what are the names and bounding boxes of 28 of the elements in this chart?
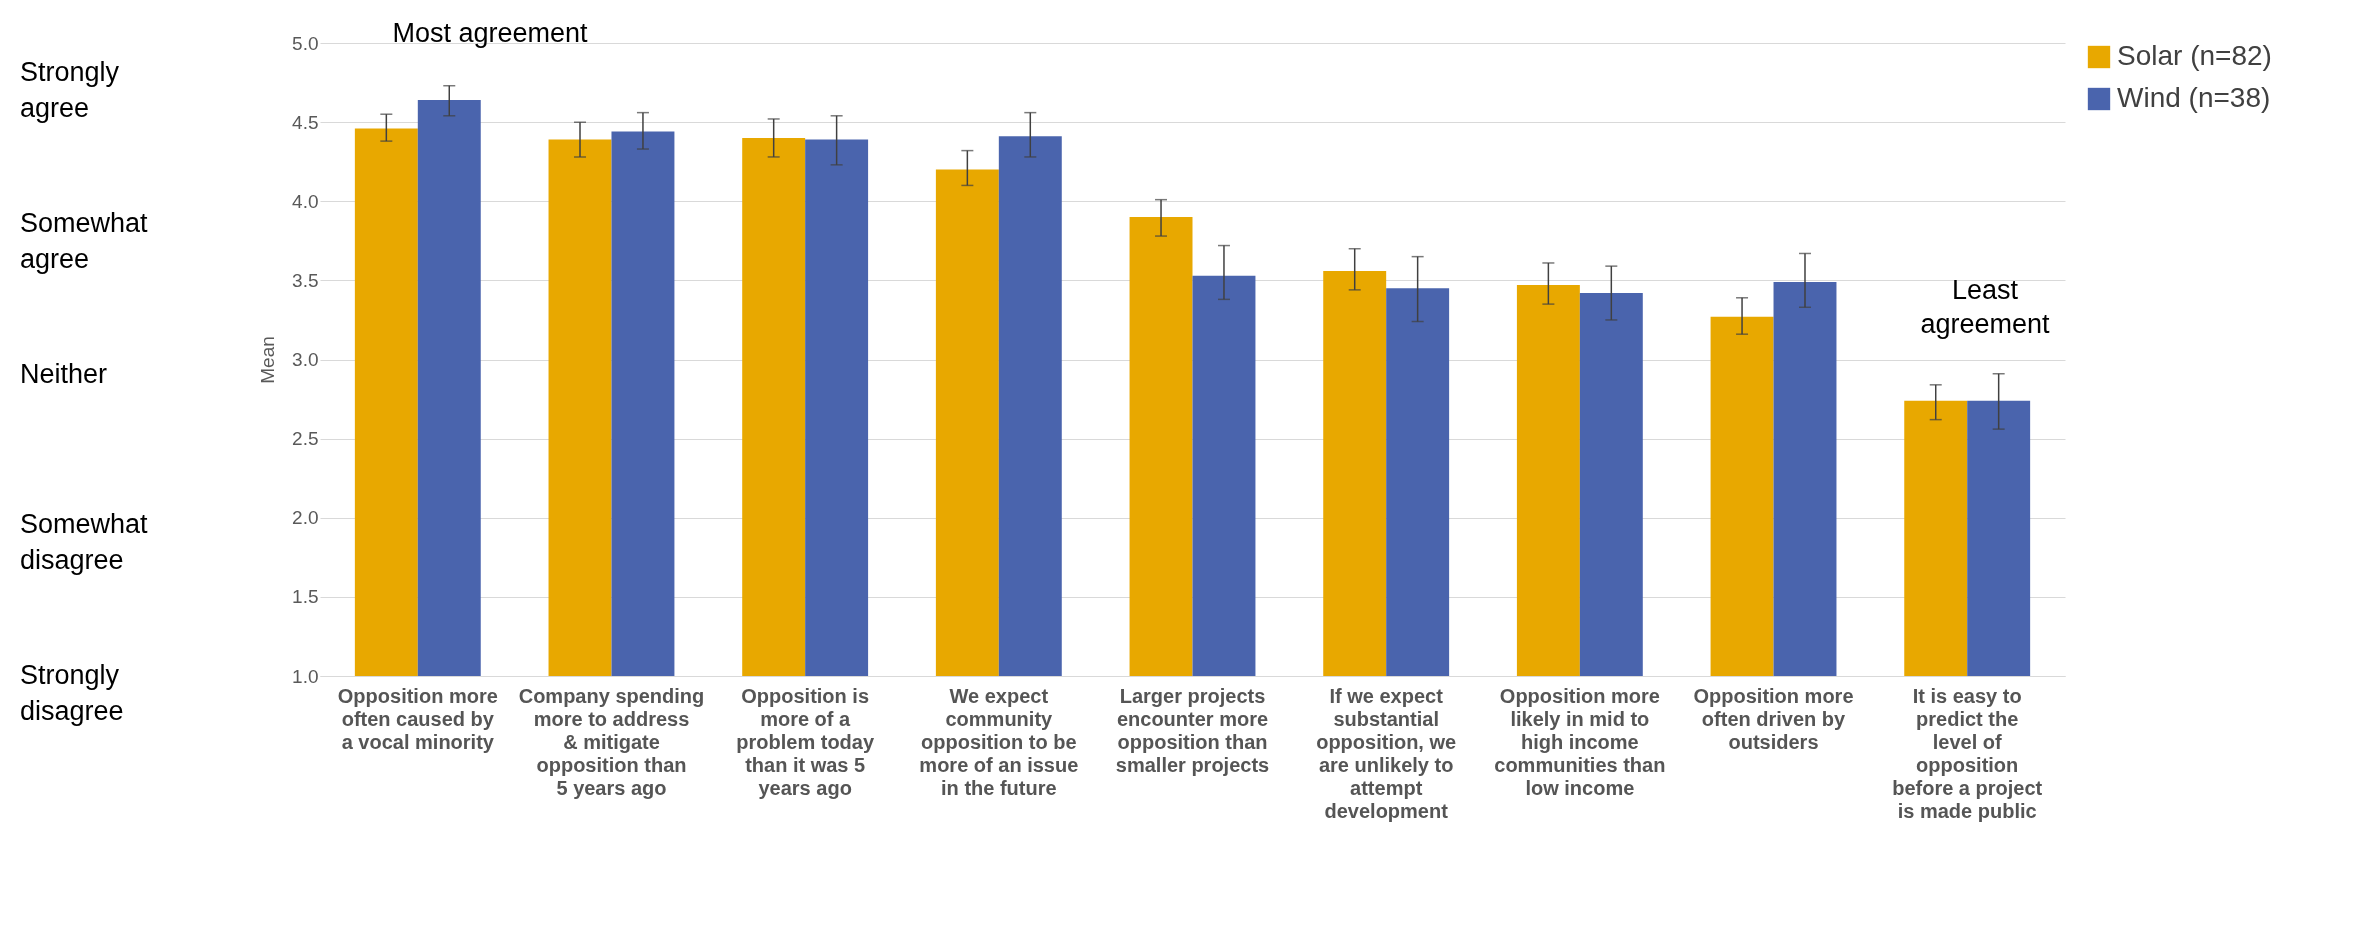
text: Strongly agree <box>20 57 120 123</box>
y-tick-label: 1.5 <box>292 586 319 608</box>
x-tick-label: Larger projects encounter more opposition than smaller projects <box>1115 684 1270 776</box>
y-tick-label: 1.0 <box>292 665 319 687</box>
y-tick-label: 2.0 <box>292 507 319 529</box>
x-tick-label: It is easy to predict the level of opposition before a project is made public <box>1892 684 2043 822</box>
text: Neither <box>20 358 108 389</box>
x-tick-label: Opposition more often caused by a vocal minority <box>337 684 498 753</box>
text: Somewhat agree <box>20 207 149 274</box>
x-tick-label: Opposition is more of a problem today than it was 5 years ago <box>736 684 875 799</box>
y-tick-label: 4.0 <box>292 190 319 212</box>
y-tick-label: 3.0 <box>292 349 319 370</box>
legend-label: Solar (n=82) <box>2117 40 2272 71</box>
legend-label: Wind (n=38) <box>2117 82 2271 113</box>
text: Strongly disagree <box>20 660 124 726</box>
y-tick-label: 3.5 <box>292 269 319 291</box>
y-axis-title: Mean <box>257 336 279 384</box>
x-tick-label: Company spending more to address & mitigate opposition than 5 years ago <box>518 684 705 799</box>
x-tick-label: If we expect substantial opposition, we are unlikely to attempt development <box>1316 684 1457 822</box>
x-tick-label: We expect community opposition to be more of an issue in the future <box>919 684 1079 799</box>
x-tick-label: Opposition more likely in mid to high income communities than low income <box>1494 684 1666 799</box>
y-tick-label: 5.0 <box>292 32 319 54</box>
y-tick-label: 4.5 <box>292 111 319 133</box>
annotation: Most agreement <box>392 18 589 48</box>
y-tick-label: 2.5 <box>292 428 319 450</box>
x-tick-label: Opposition more often driven by outsiders <box>1693 684 1854 753</box>
text: Somewhat disagree <box>20 509 149 576</box>
annotation: Least agreement <box>1920 275 2051 339</box>
